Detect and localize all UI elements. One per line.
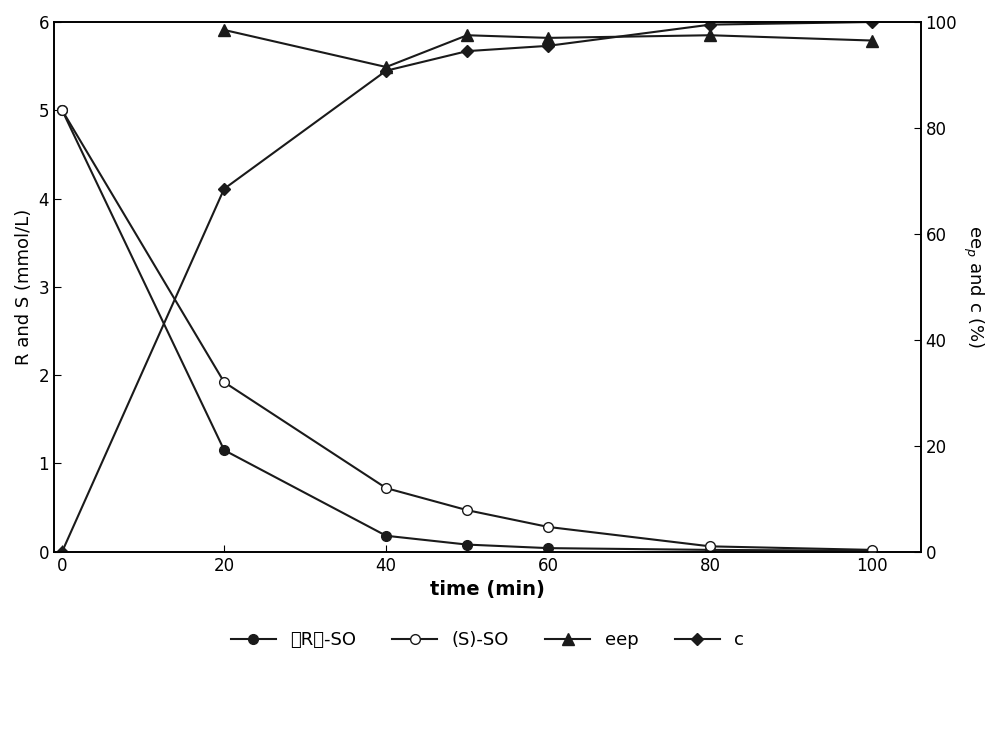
X-axis label: time (min): time (min) xyxy=(430,580,545,599)
Legend: （R）-SO, (S)-SO, eep, c: （R）-SO, (S)-SO, eep, c xyxy=(223,624,751,657)
Y-axis label: R and S (mmol/L): R and S (mmol/L) xyxy=(15,209,33,365)
Y-axis label: ee$_p$ and c (%): ee$_p$ and c (%) xyxy=(961,225,985,349)
